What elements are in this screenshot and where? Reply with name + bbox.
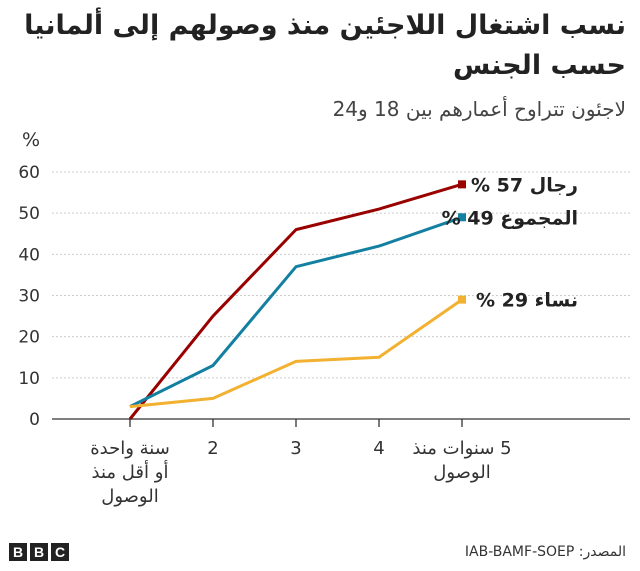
y-tick-label: 0 [29, 410, 40, 430]
y-tick-label: 10 [18, 369, 40, 389]
source-note: المصدر: IAB-BAMF-SOEP [464, 544, 626, 560]
x-tick-label: 5 سنوات منذ [412, 438, 511, 459]
x-tick-label: الوصول [101, 486, 158, 507]
y-tick-label: 40 [18, 245, 40, 265]
series-lines [128, 180, 466, 420]
series-label: رجال 57 % [471, 174, 578, 196]
x-tick-label: 4 [373, 438, 384, 459]
series-end-marker [458, 213, 466, 222]
x-tick-label: سنة واحدة [90, 438, 170, 459]
y-tick-label: 60 [18, 163, 40, 183]
y-axis-label: % [22, 129, 40, 151]
series-label: نساء 29 % [476, 290, 578, 312]
x-tick-label: 2 [207, 438, 218, 459]
series-line [129, 215, 463, 408]
y-tick-label: 50 [18, 204, 40, 224]
x-tick-label: أو أقل منذ [92, 460, 169, 483]
chart-title: نسب اشتغال اللاجئين منذ وصولهم إلى ألمان… [24, 10, 626, 81]
series-end-marker [458, 295, 466, 304]
chart-subtitle: لاجئون تتراوح أعمارهم بين 18 و24 [332, 97, 626, 121]
y-tick-label: 20 [18, 328, 40, 348]
series-line [129, 298, 463, 409]
series-label: المجموع 49 % [442, 207, 578, 229]
series-line [128, 182, 463, 420]
series-labels: رجال 57 % المجموع 49 % نساء 29 % [442, 174, 578, 311]
y-tick-labels: 0 10 20 30 40 50 60 [18, 163, 40, 430]
y-tick-label: 30 [18, 287, 40, 307]
x-tick-label: الوصول [433, 462, 490, 483]
x-tick-label: 3 [290, 438, 301, 459]
series-end-marker [458, 180, 466, 189]
